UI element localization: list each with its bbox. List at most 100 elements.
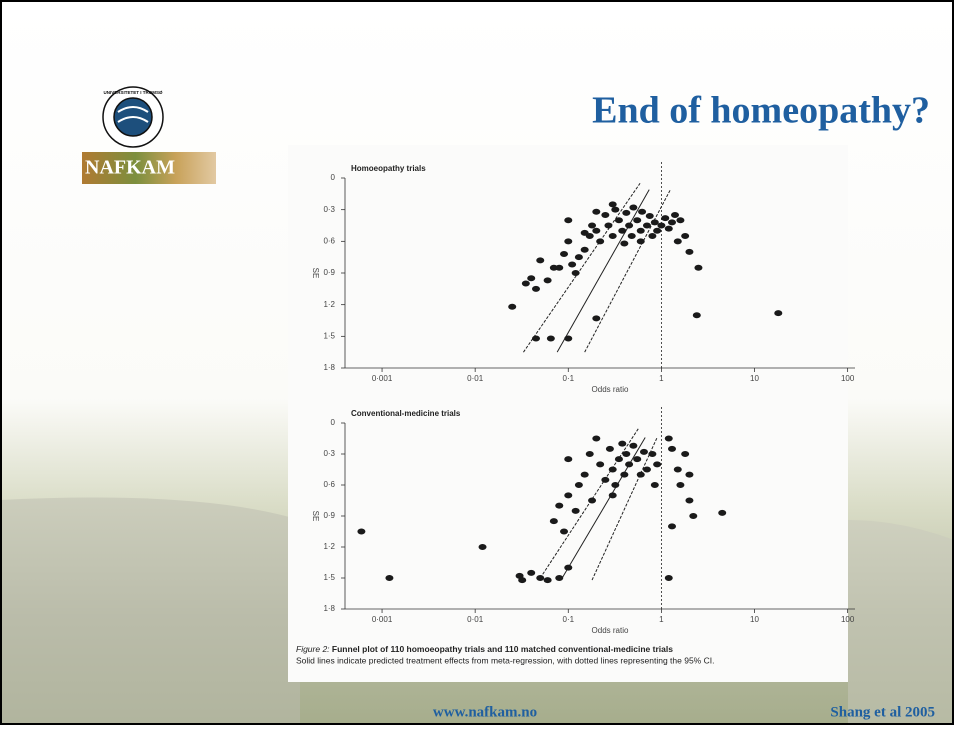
trial-point xyxy=(774,310,783,317)
nafkam-text: NAFKAM xyxy=(85,157,175,179)
trial-point xyxy=(673,466,682,473)
y-axis-label: SE xyxy=(311,511,320,522)
logo-waves xyxy=(117,106,149,123)
trial-point xyxy=(580,229,589,236)
trial-point xyxy=(611,206,620,213)
trial-point xyxy=(653,227,662,234)
trial-point xyxy=(527,275,536,282)
caption-title: Funnel plot of 110 homoeopathy trials an… xyxy=(332,644,673,654)
trial-point xyxy=(618,227,627,234)
landscape xyxy=(0,497,300,725)
trial-point xyxy=(681,233,690,240)
caption-note: Solid lines indicate predicted treatment… xyxy=(296,655,714,665)
trial-point xyxy=(564,564,573,571)
trial-point xyxy=(385,575,394,581)
trial-point xyxy=(648,233,657,240)
trial-point xyxy=(531,335,540,342)
trial-point xyxy=(671,211,680,218)
y-tick-label: 0 xyxy=(331,418,336,427)
y-tick-label: 0·9 xyxy=(323,268,335,277)
trial-point xyxy=(608,201,617,208)
trial-point xyxy=(636,227,645,234)
trial-point xyxy=(536,575,545,581)
trial-point xyxy=(681,451,690,457)
trial-point xyxy=(620,471,629,478)
y-tick-label: 0·9 xyxy=(323,511,335,520)
trial-point xyxy=(636,471,645,478)
trial-point xyxy=(645,213,654,219)
footer-url: www.nafkam.no xyxy=(433,704,537,720)
x-tick-label: 0·001 xyxy=(372,615,393,624)
trial-point xyxy=(564,238,573,245)
trial-point xyxy=(588,497,597,504)
trial-point xyxy=(527,569,536,576)
trial-point xyxy=(580,471,589,478)
trial-point xyxy=(508,303,517,310)
trial-point xyxy=(588,222,597,229)
landscape xyxy=(848,520,954,725)
x-tick-label: 0·1 xyxy=(563,374,575,383)
trial-point xyxy=(560,528,569,535)
x-tick-label: 0·001 xyxy=(372,374,393,383)
trial-point xyxy=(604,222,613,229)
trial-point xyxy=(608,466,617,473)
x-tick-label: 0·01 xyxy=(467,615,484,624)
y-tick-label: 1·2 xyxy=(323,542,335,551)
trial-point xyxy=(673,238,682,245)
trial-point xyxy=(536,257,545,264)
x-tick-label: 1 xyxy=(659,374,664,383)
trial-point xyxy=(650,219,659,226)
trial-point xyxy=(564,335,573,342)
trial-point xyxy=(611,482,620,488)
trial-point xyxy=(694,264,703,271)
trial-point xyxy=(614,456,623,463)
trial-point xyxy=(625,222,634,229)
x-tick-label: 0·01 xyxy=(467,374,484,383)
y-axis-label: SE xyxy=(311,268,320,279)
trial-point xyxy=(614,217,623,224)
trial-point xyxy=(648,451,657,457)
trial-point xyxy=(689,513,698,519)
x-tick-label: 0·1 xyxy=(563,615,575,624)
x-tick-label: 100 xyxy=(841,615,855,624)
trial-point xyxy=(664,225,673,232)
trial-point xyxy=(592,315,601,322)
trial-point xyxy=(685,248,694,255)
trial-point xyxy=(668,445,677,452)
caption-label: Figure 2: xyxy=(296,644,330,654)
trial-point xyxy=(650,482,659,488)
trial-point xyxy=(668,219,677,226)
trial-point xyxy=(518,577,527,584)
trial-point xyxy=(668,523,677,530)
trial-point xyxy=(546,335,555,342)
slide-title: End of homeopathy? xyxy=(592,90,930,132)
trial-point xyxy=(718,509,727,516)
trial-point xyxy=(633,456,642,463)
trial-point xyxy=(543,577,552,584)
regression-line xyxy=(556,189,650,353)
trial-point xyxy=(357,528,366,535)
y-tick-label: 0·6 xyxy=(323,236,335,245)
trial-point xyxy=(596,238,605,245)
trial-point xyxy=(608,233,617,240)
trial-point xyxy=(543,277,552,284)
trial-point xyxy=(592,227,601,234)
trial-point xyxy=(620,240,629,247)
y-tick-label: 1·2 xyxy=(323,300,335,309)
trial-point xyxy=(574,254,583,261)
caption-line: Figure 2: Funnel plot of 110 homoeopathy… xyxy=(296,644,673,654)
x-tick-label: 100 xyxy=(841,374,855,383)
trial-point xyxy=(564,217,573,224)
trial-point xyxy=(676,217,685,224)
trial-point xyxy=(478,544,487,550)
trial-point xyxy=(627,233,636,240)
regression-line xyxy=(561,437,646,579)
trial-point xyxy=(664,435,673,442)
trial-point xyxy=(692,312,701,319)
y-tick-label: 1·5 xyxy=(323,331,335,340)
trial-point xyxy=(676,482,685,488)
regression-line xyxy=(584,189,671,353)
